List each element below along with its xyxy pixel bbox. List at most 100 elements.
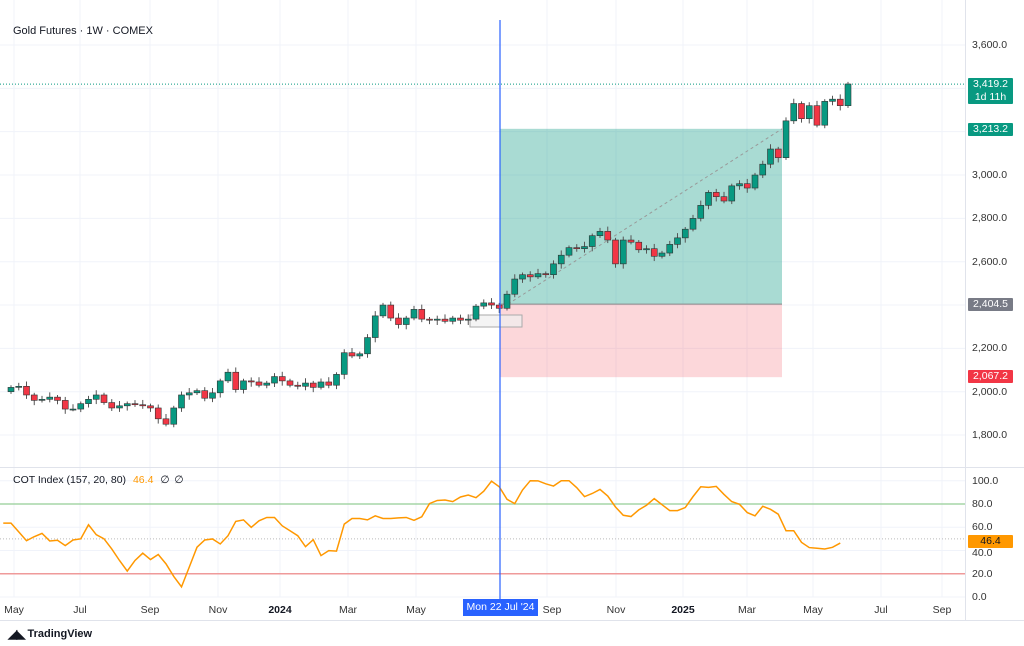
candle-body bbox=[379, 304, 387, 317]
time-axis-label: May bbox=[406, 604, 426, 616]
candle-body bbox=[643, 248, 650, 251]
candle-body bbox=[743, 183, 751, 189]
visibility-icon[interactable]: ∅ bbox=[174, 474, 184, 486]
candle-body bbox=[720, 196, 728, 202]
candle-body bbox=[356, 353, 364, 357]
candle-body bbox=[193, 390, 201, 394]
candle-body bbox=[263, 382, 271, 386]
candle-body bbox=[464, 318, 472, 321]
candle-body bbox=[410, 309, 418, 319]
candle-body bbox=[604, 231, 612, 241]
candle-body bbox=[271, 376, 278, 384]
candle-body bbox=[286, 380, 294, 386]
price-axis-label: 3,600.0 bbox=[972, 39, 1008, 51]
price-axis-label: 2,200.0 bbox=[972, 342, 1008, 355]
candle-body bbox=[728, 185, 736, 202]
candle-body bbox=[612, 239, 619, 265]
candle-body bbox=[23, 386, 30, 396]
candle-body bbox=[542, 273, 550, 276]
chart-title: Gold Futures · 1W · COMEX bbox=[13, 25, 153, 37]
candle-body bbox=[116, 405, 123, 409]
candle-body bbox=[697, 205, 705, 219]
time-axis-label: May bbox=[803, 604, 823, 616]
time-axis-label: Mar bbox=[338, 604, 358, 616]
candle-body bbox=[7, 387, 15, 393]
candle-body bbox=[162, 418, 170, 425]
indicator-legend[interactable]: COT Index (157, 20, 80) 46.4 ∅ ∅ bbox=[13, 474, 184, 486]
candle-body bbox=[449, 317, 457, 322]
candle-body bbox=[139, 404, 147, 407]
target-price-tag: 3,213.2 bbox=[968, 123, 1013, 136]
indicator-name: COT Index (157, 20, 80) bbox=[13, 474, 127, 486]
candle-body bbox=[170, 407, 178, 425]
candle-body bbox=[829, 98, 836, 102]
candle-body bbox=[317, 381, 325, 388]
candle-body bbox=[340, 352, 348, 375]
candle-body bbox=[77, 403, 85, 410]
price-axis-label: 2,800.0 bbox=[972, 212, 1008, 225]
profit-zone bbox=[500, 128, 782, 305]
price-axis-label: 2,600.0 bbox=[972, 255, 1008, 268]
candle-body bbox=[712, 192, 720, 197]
candle-body bbox=[224, 371, 232, 382]
candle-body bbox=[472, 305, 480, 320]
candle-body bbox=[46, 396, 54, 400]
candle-body bbox=[774, 148, 782, 158]
candle-body bbox=[526, 274, 534, 278]
candle-body bbox=[782, 120, 790, 158]
candle-body bbox=[798, 103, 805, 119]
candle-body bbox=[85, 399, 92, 404]
candle-body bbox=[480, 302, 488, 307]
last-price: 3,419.2 bbox=[972, 78, 1009, 90]
candle-body bbox=[565, 247, 573, 256]
stop-price-tag: 2,067.2 bbox=[968, 370, 1013, 383]
candle-body bbox=[333, 374, 340, 386]
cot-axis-label: 100.0 bbox=[972, 474, 999, 487]
candle-body bbox=[309, 382, 317, 388]
time-axis-label: Nov bbox=[606, 604, 626, 616]
candle-body bbox=[441, 318, 449, 322]
candle-body bbox=[123, 403, 131, 407]
candle-body bbox=[596, 231, 604, 236]
candle-body bbox=[147, 405, 154, 409]
bar-countdown: 1d 11h bbox=[974, 91, 1007, 103]
candle-body bbox=[573, 247, 581, 249]
candle-body bbox=[495, 304, 503, 309]
candle-body bbox=[503, 293, 511, 309]
candles bbox=[7, 81, 852, 428]
visibility-icon[interactable]: ∅ bbox=[160, 474, 170, 486]
candle-body bbox=[216, 380, 224, 394]
candle-body bbox=[433, 318, 441, 321]
time-axis-label: Nov bbox=[208, 604, 228, 616]
candle-body bbox=[619, 239, 627, 265]
candle-body bbox=[790, 103, 798, 122]
candle-body bbox=[557, 254, 565, 265]
time-axis-label: 2024 bbox=[268, 604, 292, 616]
candle-body bbox=[54, 396, 61, 401]
candle-body bbox=[550, 263, 557, 276]
candle-body bbox=[836, 98, 844, 106]
candle-body bbox=[821, 101, 829, 126]
candle-body bbox=[519, 274, 526, 280]
candle-body bbox=[759, 163, 767, 176]
long-position-tool bbox=[469, 128, 783, 378]
candle-body bbox=[92, 394, 100, 400]
candle-body bbox=[131, 403, 139, 406]
time-axis-label: Sep bbox=[932, 604, 952, 616]
candle-body bbox=[705, 192, 712, 206]
candle-body bbox=[689, 218, 697, 230]
candle-body bbox=[813, 105, 821, 126]
candle-body bbox=[247, 380, 255, 383]
cot-axis-label: 60.0 bbox=[972, 521, 993, 534]
candle-body bbox=[658, 252, 666, 257]
tradingview-logo[interactable]: ◢◣ TradingView bbox=[8, 627, 92, 641]
cot-axis-label: 40.0 bbox=[972, 547, 993, 560]
price-axis-label: 2,000.0 bbox=[972, 385, 1008, 398]
candle-body bbox=[650, 248, 658, 257]
candle-body bbox=[325, 381, 333, 386]
candle-body bbox=[666, 244, 674, 254]
cot-axis-label: 80.0 bbox=[972, 497, 993, 510]
candle-body bbox=[232, 371, 240, 390]
candle-body bbox=[426, 318, 433, 321]
